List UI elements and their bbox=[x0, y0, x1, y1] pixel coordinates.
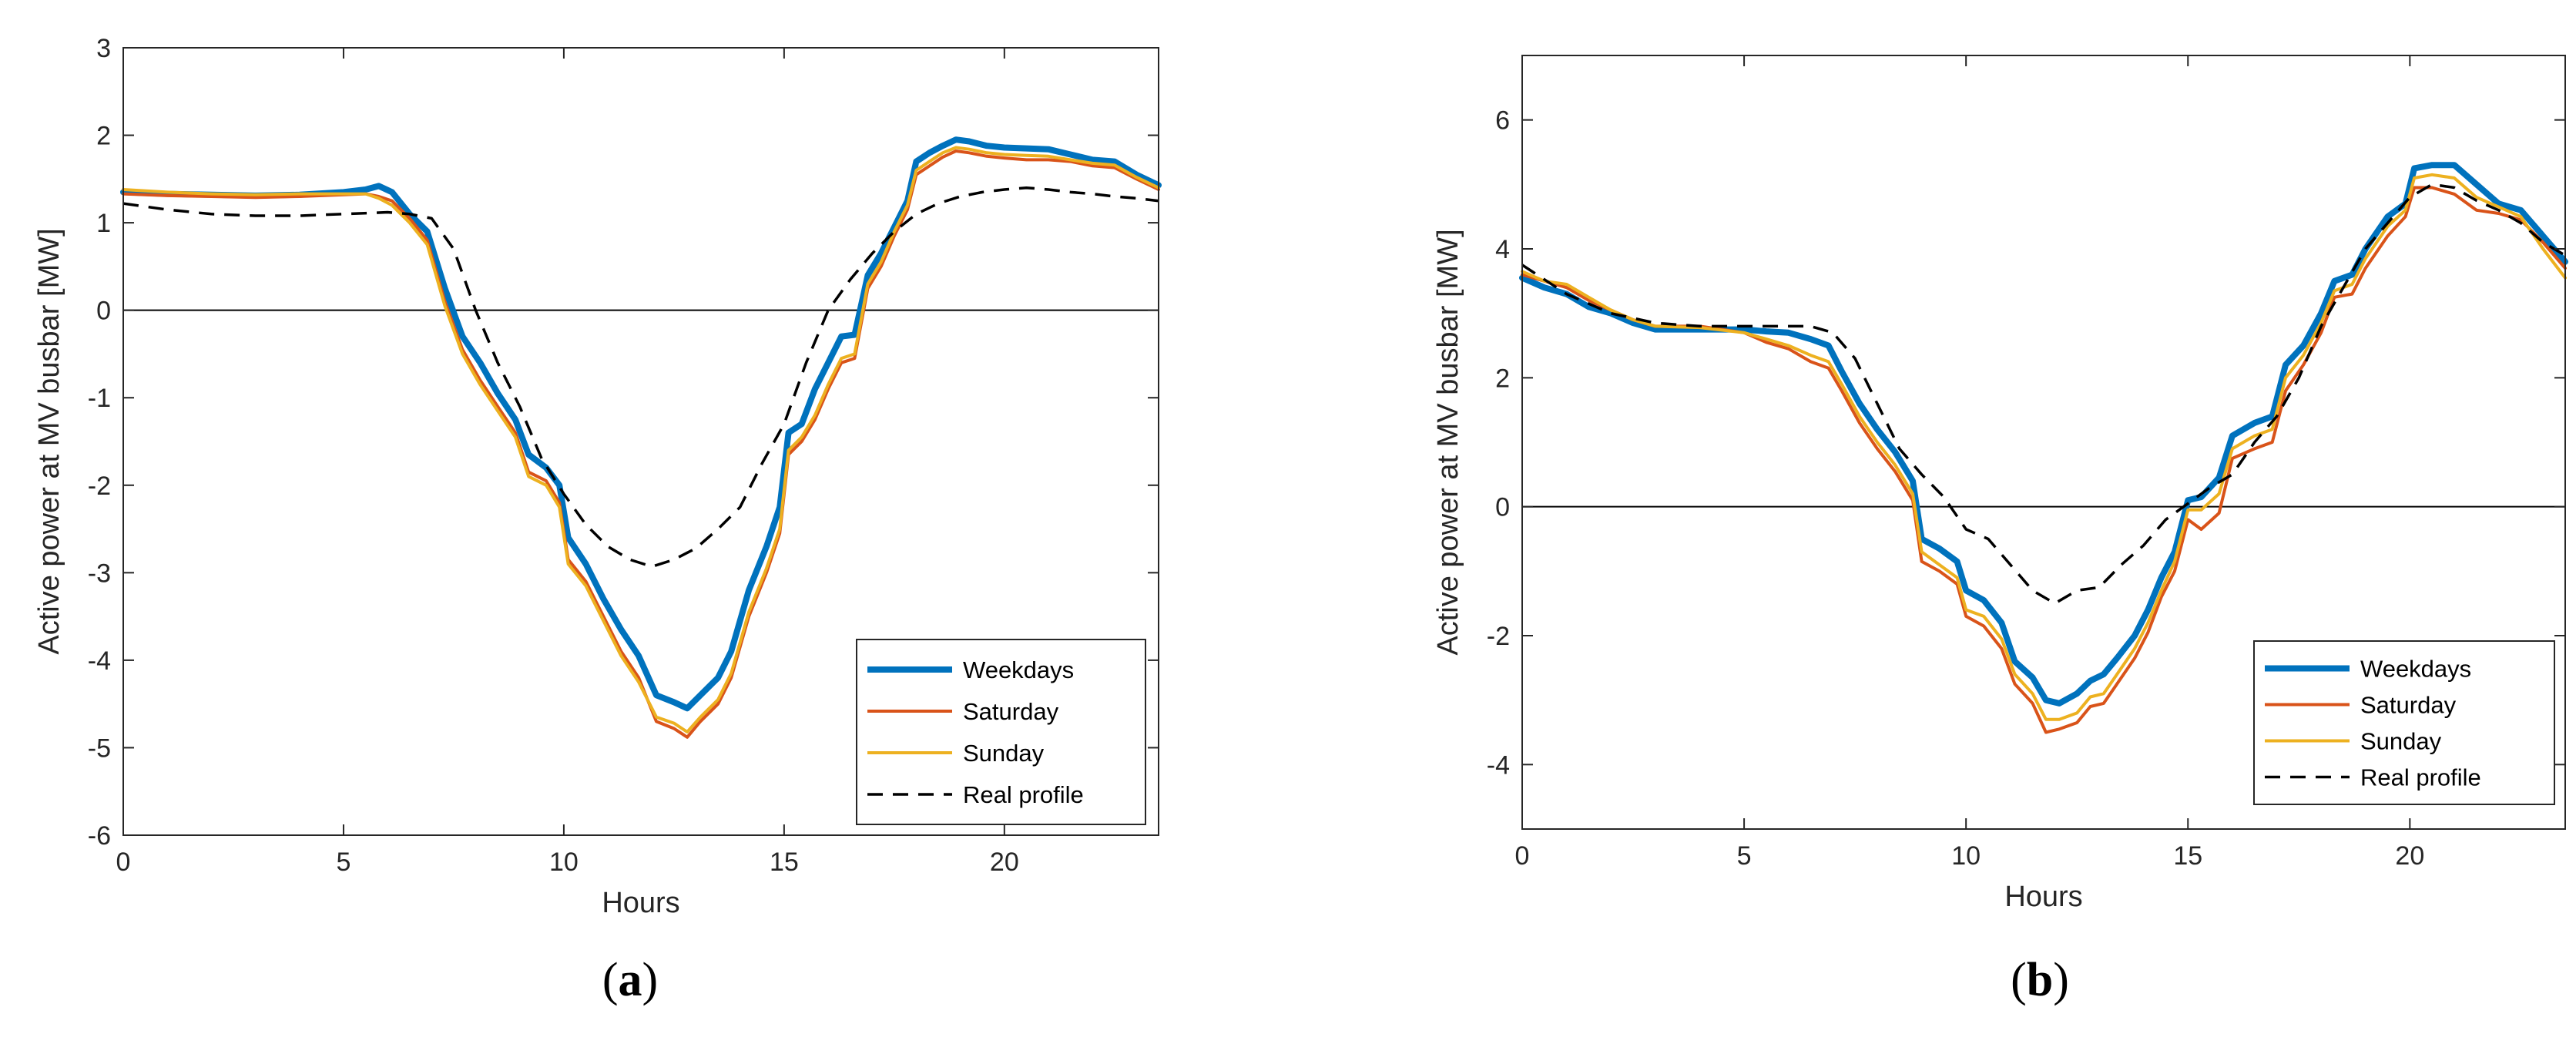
y-tick-label: 4 bbox=[1495, 235, 1510, 264]
legend-label-real-profile: Real profile bbox=[963, 781, 1084, 808]
series-line-weekdays bbox=[1519, 162, 2568, 707]
y-tick-label: -5 bbox=[88, 733, 111, 763]
axes-box bbox=[122, 47, 1159, 836]
caption-paren-open: ( bbox=[602, 954, 619, 1006]
y-tick-label: 1 bbox=[96, 209, 111, 238]
caption-letter: a bbox=[619, 954, 642, 1006]
figure-caption: (a) bbox=[602, 954, 658, 1006]
series-line-saturday bbox=[1521, 186, 2567, 734]
x-tick-label: 5 bbox=[336, 848, 351, 877]
y-tick-label: 2 bbox=[1495, 364, 1510, 393]
y-tick-label: -1 bbox=[88, 384, 111, 413]
caption-paren-close: ) bbox=[2053, 954, 2069, 1006]
series-line-real-profile bbox=[1521, 183, 2566, 605]
y-axis-label: Active power at MV busbar [MW] bbox=[1432, 229, 1464, 655]
y-tick-label: -3 bbox=[88, 559, 111, 588]
y-tick-label: -6 bbox=[88, 821, 111, 851]
y-tick-label: 3 bbox=[96, 34, 111, 63]
chart-a: 0 5 10 15 20 -6 -5 -4 -3 -2 -1 0 1 2 3 Hours Active powe… bbox=[33, 34, 1162, 1006]
x-axis-label: Hours bbox=[2004, 881, 2082, 913]
x-tick-label: 20 bbox=[990, 848, 1019, 877]
x-tick-label: 0 bbox=[116, 848, 131, 877]
x-tick-label: 15 bbox=[2173, 841, 2202, 871]
caption-paren-open: ( bbox=[2011, 954, 2027, 1006]
y-tick-label: 0 bbox=[1495, 493, 1510, 522]
chart-b: 0 5 10 15 20 -4 -2 0 2 4 6 Hours Active power at MV … bbox=[1432, 55, 2568, 1006]
x-tick-label: 10 bbox=[1951, 841, 1981, 871]
y-axis-label: Active power at MV busbar [MW] bbox=[33, 228, 65, 654]
y-tick-label: -4 bbox=[1487, 750, 1510, 780]
legend-label-weekdays: Weekdays bbox=[963, 656, 1074, 683]
y-tick-label: -2 bbox=[88, 472, 111, 501]
axes-box bbox=[1521, 55, 2566, 830]
x-axis-label: Hours bbox=[602, 887, 679, 919]
caption-letter: b bbox=[2027, 954, 2053, 1006]
legend-label-weekdays: Weekdays bbox=[2360, 656, 2471, 683]
legend-label-sunday: Sunday bbox=[963, 740, 1045, 767]
y-tick-label: 0 bbox=[96, 297, 111, 326]
legend-label-saturday: Saturday bbox=[2360, 692, 2457, 719]
x-tick-label: 20 bbox=[2395, 841, 2424, 871]
series-line-real-profile bbox=[122, 186, 1159, 569]
y-tick-label: -4 bbox=[88, 646, 111, 676]
x-tick-label: 5 bbox=[1737, 841, 1752, 871]
series-line-saturday bbox=[122, 149, 1160, 739]
y-tick-label: 2 bbox=[96, 122, 111, 151]
legend-label-sunday: Sunday bbox=[2360, 728, 2442, 755]
y-tick-label: -2 bbox=[1487, 622, 1510, 651]
legend-label-real-profile: Real profile bbox=[2360, 764, 2481, 791]
series-line-sunday bbox=[1521, 173, 2567, 721]
figure-caption: (b) bbox=[2011, 954, 2069, 1006]
x-tick-label: 0 bbox=[1515, 841, 1530, 871]
legend-label-saturday: Saturday bbox=[963, 698, 1059, 725]
series-line-weekdays bbox=[120, 136, 1162, 712]
y-tick-label: 6 bbox=[1495, 106, 1510, 136]
caption-paren-close: ) bbox=[642, 954, 659, 1006]
x-tick-label: 15 bbox=[770, 848, 799, 877]
x-tick-label: 10 bbox=[549, 848, 579, 877]
series-line-sunday bbox=[122, 146, 1160, 733]
